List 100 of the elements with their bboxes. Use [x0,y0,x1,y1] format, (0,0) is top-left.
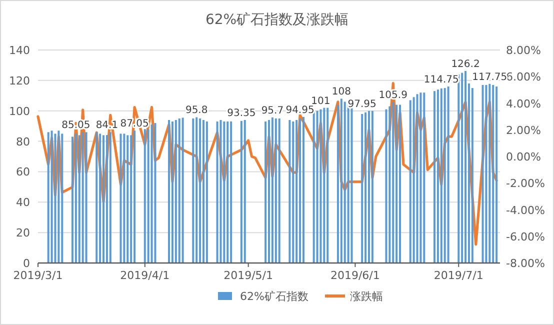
chart-title: 62%矿石指数及涨跌幅 [205,12,349,28]
bar [323,108,326,263]
bar [240,120,242,263]
bar [244,120,246,263]
y2-tick-label: 8.00% [506,44,541,57]
bar [50,130,53,263]
bar [396,104,398,263]
bar [54,134,56,263]
bar [302,116,304,263]
bar [399,104,402,263]
bar [440,88,442,263]
bar [444,88,446,263]
bar [296,120,298,263]
bar [416,94,418,263]
bar [344,102,346,263]
bar [458,74,460,263]
bar [364,112,367,263]
bar [226,122,229,263]
x-tick-label: 2019/7/1 [434,269,484,282]
bar [99,134,102,263]
bar [264,122,267,263]
bar [96,132,98,263]
y2-tick-label: -2.00% [506,177,545,190]
bar [168,120,170,263]
bar [196,117,198,263]
data-label: 126.2 [451,58,480,70]
bar [436,90,439,263]
bar [220,120,222,263]
bar [192,118,194,263]
x-tick-label: 2019/5/1 [224,269,274,282]
bar [182,118,184,263]
bar [271,117,274,263]
y2-tick-label: 2.00% [506,124,541,137]
y2-tick-label: 0.00% [506,150,541,164]
x-tick-label: 2019/6/1 [330,269,380,282]
bar [278,118,280,263]
bar [320,109,322,263]
bar [71,136,74,263]
bar [102,135,105,263]
bar [123,134,126,263]
bar [368,110,370,263]
bar [488,84,491,263]
y2-tick-label: -4.00% [506,204,545,217]
data-label: 108 [332,86,351,98]
bar [106,135,108,263]
bar [340,98,342,263]
data-label: 95.7 [261,105,284,116]
bar [171,122,174,263]
bar [82,132,84,263]
bar [154,123,156,263]
bar [268,120,270,263]
data-label: 97.95 [348,98,376,110]
bar [202,120,204,263]
bar [412,97,415,263]
y-tick-label: 20 [16,226,30,240]
data-label: 93.35 [227,108,256,119]
bar [274,118,277,263]
bar [299,118,302,263]
bar [388,106,391,263]
bar [461,72,464,263]
bar [392,102,394,263]
bar [361,114,364,263]
legend-label: 涨跌幅 [350,290,383,303]
bar [74,134,77,263]
y-tick-label: 60 [16,166,30,179]
y-tick-label: 0 [23,257,30,270]
bar [492,84,494,263]
bar [178,118,180,263]
bar [350,106,353,263]
bar [174,120,177,263]
bar [85,132,88,263]
bar [58,130,60,263]
bar [316,110,318,263]
legend-label: 62%矿石指数 [240,290,308,303]
bar [120,134,122,263]
bar [206,122,208,263]
y-tick-label: 40 [16,196,30,210]
bar [134,130,136,263]
y2-tick-label: 6.00% [506,70,541,84]
bar [371,110,374,263]
bar [433,91,436,263]
bar [199,118,202,263]
x-tick-label: 2019/4/1 [120,269,170,282]
data-label: 95.8 [185,105,208,116]
bar [78,135,80,263]
data-label: 101 [311,96,330,107]
x-tick-label: 2019/3/1 [13,269,63,282]
bar [230,122,232,263]
y-tick-label: 120 [9,74,30,88]
y2-tick-label: 4.00% [506,97,541,110]
bar [109,132,112,263]
bar [61,134,64,263]
y2-tick-label: -6.00% [506,230,545,244]
bar [464,70,467,263]
y-tick-label: 80 [16,135,30,148]
y2-tick-label: -8.00% [506,257,545,270]
bar [216,122,218,263]
bar [292,122,294,263]
bar [312,110,315,263]
bar [496,86,498,263]
